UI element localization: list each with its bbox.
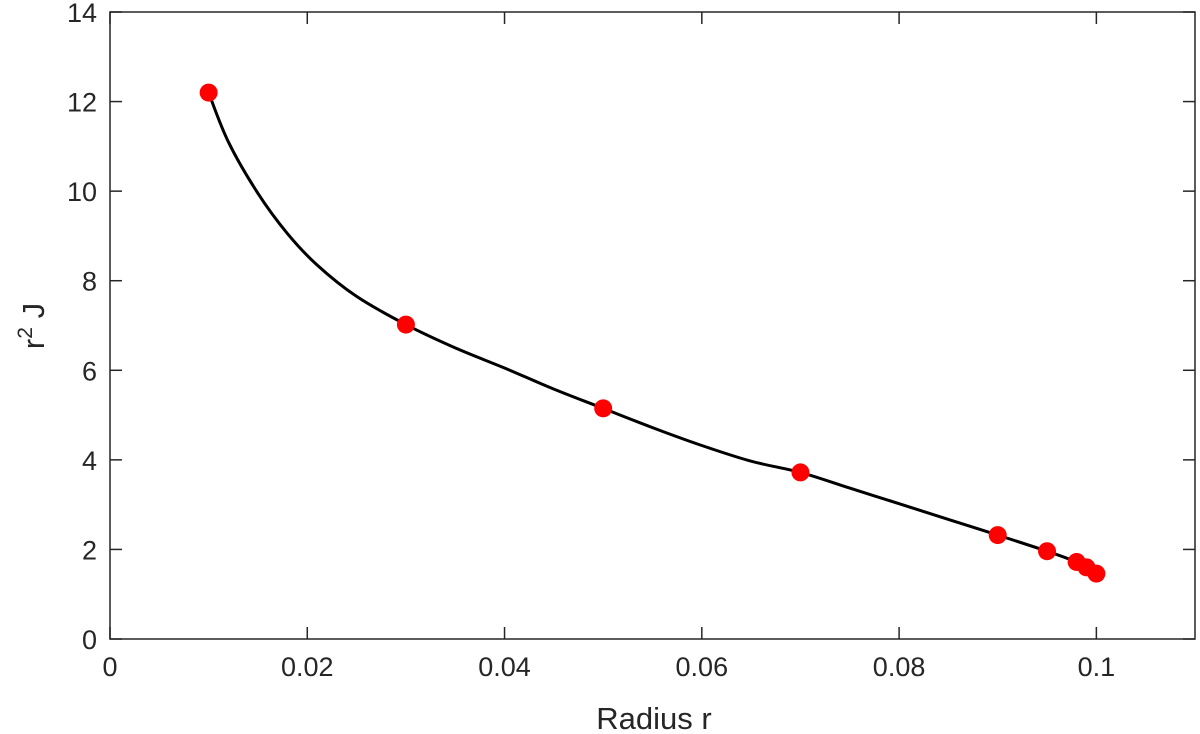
y-tick-label: 2 xyxy=(82,535,97,565)
y-tick-label: 8 xyxy=(82,267,97,297)
y-tick-label: 0 xyxy=(82,625,97,655)
data-point-marker xyxy=(199,83,218,102)
y-tick-label: 14 xyxy=(67,0,97,28)
x-tick-label: 0 xyxy=(102,652,117,682)
y-tick-label: 10 xyxy=(67,177,97,207)
data-point-marker xyxy=(988,526,1007,545)
plot-area xyxy=(199,83,1106,583)
data-point-marker xyxy=(791,463,810,482)
series-line xyxy=(207,92,1098,575)
axes-box xyxy=(109,11,1196,640)
data-point-marker xyxy=(594,399,613,418)
y-axis-label: r2 J xyxy=(14,303,51,349)
x-tick-label: 0.06 xyxy=(676,652,729,682)
data-point-marker xyxy=(1038,542,1057,561)
y-axis-ticks: 0 2 4 6 8 10 12 14 xyxy=(67,0,1195,655)
y-axis-label-superscript: 2 xyxy=(14,327,37,339)
y-tick-label: 4 xyxy=(82,446,97,476)
x-tick-label: 0.08 xyxy=(873,652,926,682)
data-point-marker xyxy=(1087,564,1106,583)
x-tick-label: 0.1 xyxy=(1078,652,1116,682)
y-tick-label: 6 xyxy=(82,356,97,386)
data-point-marker xyxy=(396,315,415,334)
x-axis-label: Radius r xyxy=(596,701,711,734)
x-tick-label: 0.02 xyxy=(281,652,334,682)
x-tick-label: 0.04 xyxy=(478,652,531,682)
y-axis-label-rest: J xyxy=(16,303,51,327)
y-axis-label-base: r xyxy=(16,339,51,349)
x-axis-ticks: 0 0.02 0.04 0.06 0.08 0.1 xyxy=(102,12,1115,682)
axes-frame xyxy=(109,11,1196,640)
y-tick-label: 12 xyxy=(67,88,97,118)
